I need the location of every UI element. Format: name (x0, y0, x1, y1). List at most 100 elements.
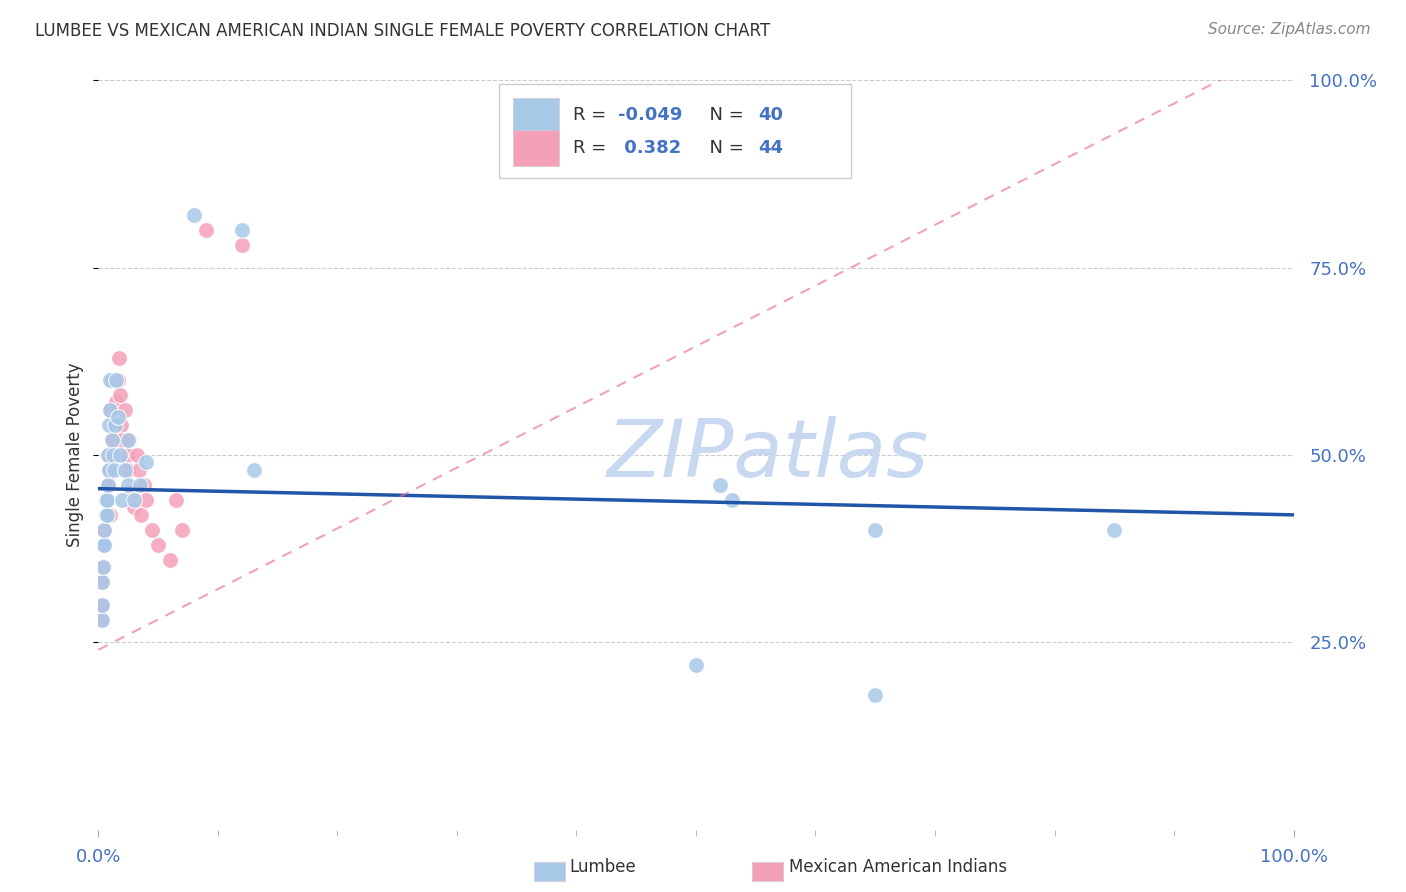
Point (129, 478, 152, 492)
Point (104, 417, 127, 432)
Point (121, 485, 143, 500)
Point (97, 448, 120, 462)
Point (114, 403, 136, 417)
Point (93, 523, 115, 537)
Point (97, 478, 120, 492)
Point (93, 538, 115, 552)
Point (91, 560, 114, 574)
Point (96, 492, 118, 507)
Point (100, 433, 122, 447)
Point (91, 538, 114, 552)
Text: ZIPatlas: ZIPatlas (606, 416, 929, 494)
Point (101, 433, 124, 447)
Point (1104, 523, 1126, 537)
Point (107, 410, 129, 425)
Point (721, 492, 744, 507)
Point (94, 492, 117, 507)
Point (131, 508, 153, 522)
Point (172, 523, 194, 537)
Point (103, 463, 125, 477)
Point (91, 538, 114, 552)
Point (110, 417, 132, 432)
Point (183, 208, 205, 222)
Point (709, 478, 731, 492)
Point (97, 448, 120, 462)
Text: Mexican American Indians: Mexican American Indians (789, 858, 1007, 876)
Text: 44: 44 (758, 139, 783, 158)
Point (159, 553, 181, 567)
Point (685, 657, 707, 672)
Point (118, 433, 141, 447)
Point (117, 433, 139, 447)
Point (96, 492, 118, 507)
Point (108, 448, 131, 462)
Point (98, 463, 121, 477)
FancyBboxPatch shape (513, 97, 558, 134)
Point (124, 500, 146, 515)
Point (117, 478, 139, 492)
Point (93, 538, 115, 552)
Point (94, 492, 117, 507)
Point (148, 538, 170, 552)
Point (91, 598, 114, 612)
Point (91, 575, 114, 590)
Point (91, 560, 114, 574)
Point (96, 508, 118, 522)
Point (117, 463, 139, 477)
Point (98, 417, 121, 432)
Point (135, 455, 157, 469)
Point (98, 373, 122, 387)
Point (97, 478, 120, 492)
Point (98, 508, 122, 522)
Point (141, 523, 163, 537)
Point (107, 351, 129, 365)
Point (243, 463, 266, 477)
Text: R =: R = (572, 139, 612, 158)
Point (124, 492, 146, 507)
Point (98, 403, 122, 417)
FancyBboxPatch shape (513, 130, 558, 167)
Text: -0.049: -0.049 (619, 106, 683, 125)
Point (104, 417, 127, 432)
Point (91, 575, 114, 590)
Point (94, 508, 117, 522)
Point (132, 478, 155, 492)
Point (98, 463, 121, 477)
Point (98, 403, 122, 417)
Point (125, 448, 148, 462)
Text: LUMBEE VS MEXICAN AMERICAN INDIAN SINGLE FEMALE POVERTY CORRELATION CHART: LUMBEE VS MEXICAN AMERICAN INDIAN SINGLE… (35, 22, 770, 40)
Y-axis label: Single Female Poverty: Single Female Poverty (66, 363, 84, 547)
Point (91, 598, 114, 612)
Point (101, 448, 124, 462)
Point (128, 463, 150, 477)
Text: N =: N = (699, 106, 749, 125)
Point (231, 223, 253, 237)
Point (105, 395, 128, 409)
FancyBboxPatch shape (499, 84, 852, 178)
Point (94, 508, 117, 522)
Point (865, 688, 887, 702)
Point (114, 463, 136, 477)
Point (96, 508, 118, 522)
Point (103, 448, 125, 462)
Point (195, 223, 218, 237)
Point (111, 433, 134, 447)
Point (105, 373, 128, 387)
Text: 40: 40 (758, 106, 783, 125)
Point (115, 448, 138, 462)
Point (108, 388, 131, 402)
Point (165, 492, 187, 507)
Point (100, 373, 122, 387)
Text: Lumbee: Lumbee (569, 858, 636, 876)
Point (93, 523, 115, 537)
Point (865, 523, 887, 537)
Point (135, 492, 157, 507)
Point (91, 613, 114, 627)
Point (231, 238, 253, 252)
Text: N =: N = (699, 139, 749, 158)
Point (111, 492, 134, 507)
Text: R =: R = (572, 106, 612, 125)
Point (90, 613, 112, 627)
Text: 0.382: 0.382 (619, 139, 682, 158)
Point (107, 373, 129, 387)
